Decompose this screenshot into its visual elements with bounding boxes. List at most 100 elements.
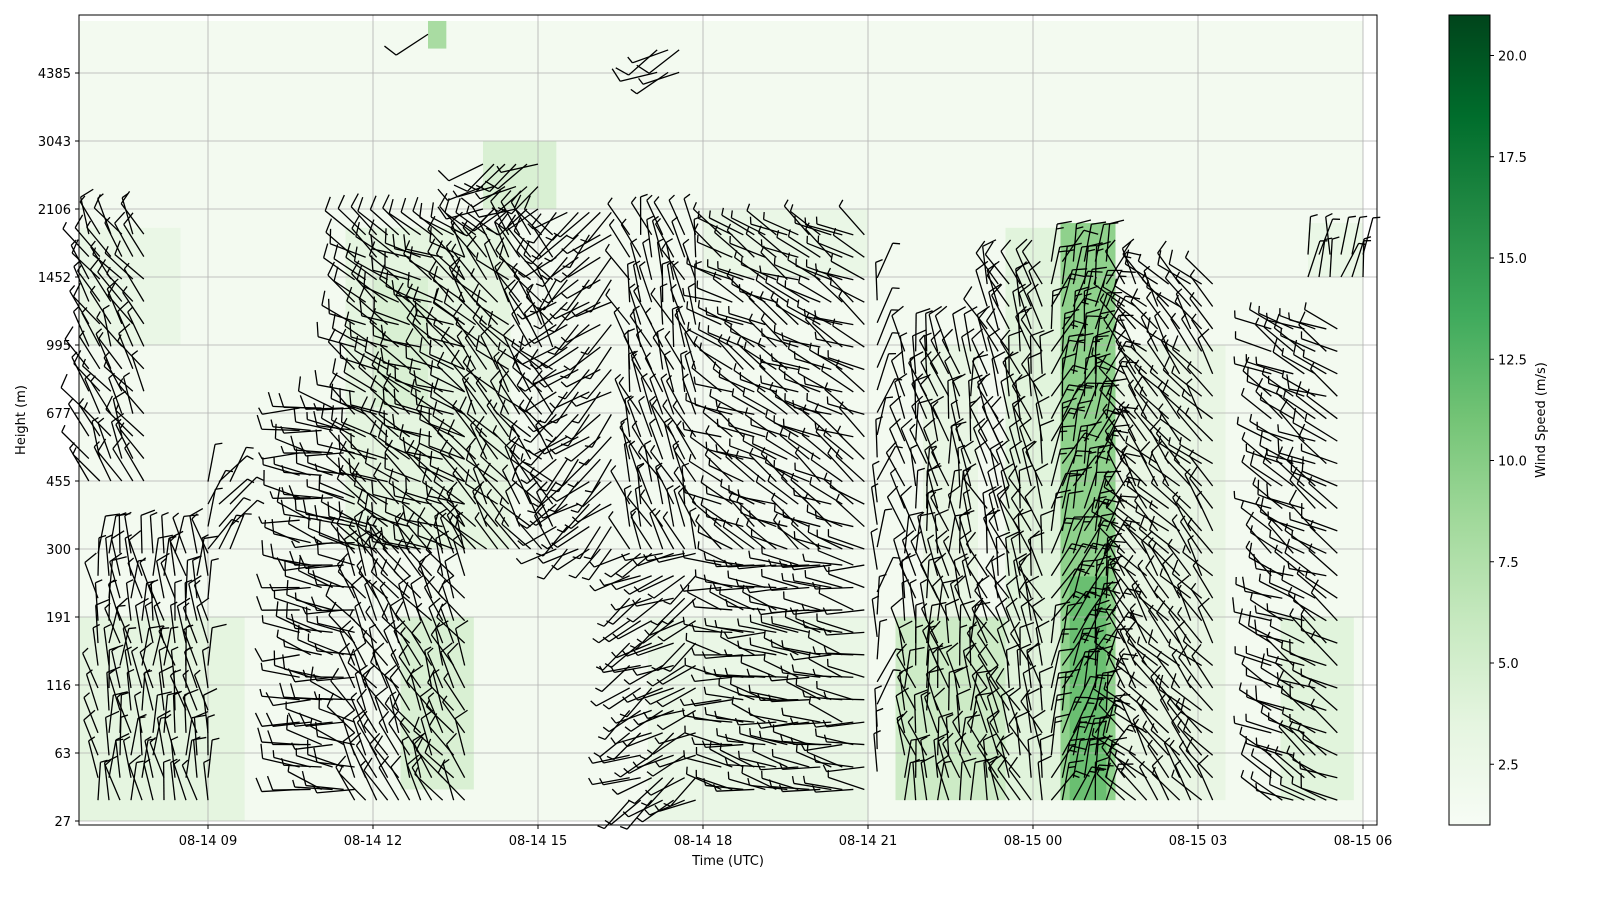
barb-staff xyxy=(109,561,121,599)
barb-half-tick xyxy=(131,350,139,356)
barb-half-tick xyxy=(211,557,219,562)
barb-full-tick xyxy=(328,601,337,616)
barb-staff xyxy=(134,605,143,644)
barb-staff xyxy=(370,585,389,621)
wind-barb xyxy=(258,407,300,415)
barb-half-tick xyxy=(247,478,255,484)
wind-barb xyxy=(169,535,187,577)
barb-half-tick xyxy=(81,306,88,314)
barb-full-tick xyxy=(318,520,321,535)
barb-staff xyxy=(61,431,90,460)
wind-barb xyxy=(310,596,355,612)
barb-staff xyxy=(336,564,356,599)
barb-staff xyxy=(412,740,422,778)
barb-full-tick xyxy=(114,211,126,224)
barb-half-tick xyxy=(338,766,343,774)
wind-barb xyxy=(254,648,300,662)
barb-half-tick xyxy=(314,463,318,471)
barb-full-tick xyxy=(314,505,318,520)
barb-full-tick xyxy=(315,721,319,737)
wind-barb xyxy=(435,530,450,576)
barb-half-tick xyxy=(171,646,179,651)
barb-staff xyxy=(229,447,247,482)
barb-staff xyxy=(294,743,333,750)
barb-full-tick xyxy=(169,530,184,539)
barb-half-tick xyxy=(102,304,110,310)
barb-staff xyxy=(94,582,99,621)
barb-staff xyxy=(97,537,100,576)
wind-barb xyxy=(62,221,90,258)
wind-barb xyxy=(97,534,107,576)
barb-staff xyxy=(369,433,400,460)
barb-half-tick xyxy=(347,625,354,633)
barb-full-tick xyxy=(326,442,334,457)
barb-staff xyxy=(203,762,209,801)
barb-staff xyxy=(324,210,356,236)
wind-barb xyxy=(94,579,103,621)
barb-half-tick xyxy=(281,465,285,473)
barb-staff xyxy=(323,257,356,281)
barb-staff xyxy=(326,455,356,483)
barb-half-tick xyxy=(144,601,153,607)
barb-staff xyxy=(79,336,101,370)
barb-full-tick xyxy=(299,554,307,569)
wind-barb xyxy=(128,754,143,801)
barb-full-tick xyxy=(338,434,341,450)
barb-staff xyxy=(327,341,356,370)
barb-full-tick xyxy=(293,407,297,422)
barb-staff xyxy=(201,538,209,576)
wind-barb xyxy=(330,383,366,415)
barb-staff xyxy=(143,673,154,711)
wind-barb xyxy=(378,710,400,756)
barb-staff xyxy=(339,515,377,528)
barb-staff xyxy=(425,705,455,734)
barb-full-tick xyxy=(330,405,334,421)
barb-staff xyxy=(108,606,119,644)
barb-half-tick xyxy=(751,436,754,444)
barb-staff xyxy=(124,515,132,554)
barb-full-tick xyxy=(299,442,307,457)
wind-barb xyxy=(79,330,101,370)
barb-staff xyxy=(193,584,209,621)
wind-barb xyxy=(282,654,322,678)
wind-barb xyxy=(131,350,145,392)
barb-full-tick xyxy=(369,375,377,390)
barb-staff xyxy=(144,605,154,644)
wind-barb xyxy=(78,398,101,437)
wind-barb xyxy=(289,550,333,566)
barb-full-tick xyxy=(340,407,344,423)
barb-staff xyxy=(359,765,378,801)
barb-staff xyxy=(272,497,311,499)
barb-staff xyxy=(124,650,132,689)
wind-barb xyxy=(390,648,411,689)
barb-staff xyxy=(328,515,366,528)
barb-staff xyxy=(218,478,248,505)
barb-staff xyxy=(358,366,389,393)
barb-full-tick xyxy=(297,555,302,571)
barb-full-tick xyxy=(265,712,274,727)
barb-staff xyxy=(172,517,187,554)
barb-half-tick xyxy=(749,637,752,645)
barb-staff xyxy=(262,407,300,415)
barb-staff xyxy=(182,674,198,711)
barb-half-tick xyxy=(770,353,774,361)
barb-staff xyxy=(369,743,389,779)
barb-staff xyxy=(362,681,389,711)
barb-staff xyxy=(127,562,143,599)
wind-barb xyxy=(427,669,455,711)
barb-staff xyxy=(348,526,378,554)
wind-barb xyxy=(84,373,101,414)
barb-staff xyxy=(156,717,165,756)
barb-full-tick xyxy=(411,621,422,634)
wind-barb xyxy=(229,499,265,528)
wind-barb xyxy=(414,767,444,801)
barb-staff xyxy=(948,672,950,711)
wind-barb xyxy=(331,313,366,348)
barb-full-tick xyxy=(337,558,346,573)
wind-barb xyxy=(256,596,300,611)
wind-barb xyxy=(348,390,388,415)
barb-staff xyxy=(392,705,422,734)
wind-barb xyxy=(83,692,99,734)
barb-staff xyxy=(354,485,388,505)
barb-staff xyxy=(444,561,455,599)
